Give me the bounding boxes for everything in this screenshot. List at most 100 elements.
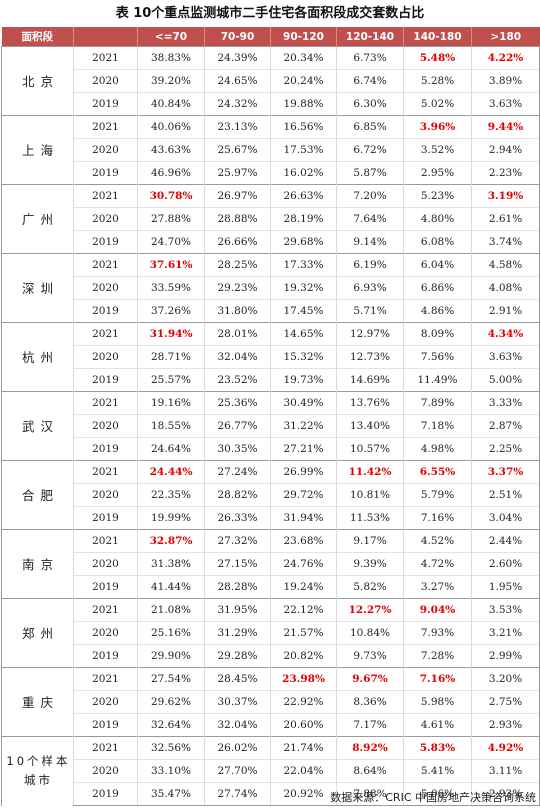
header-gt180: >180 (471, 27, 540, 47)
share-cell: 32.04% (204, 713, 271, 737)
share-cell: 8.92% (336, 736, 404, 760)
share-cell: 8.64% (336, 759, 404, 783)
table-row: 2020 39.20% 24.65% 20.24% 6.74% 5.28% 3.89% (2, 69, 540, 93)
city-name: 上海 (1, 115, 74, 185)
share-cell: 31.94% (137, 322, 205, 346)
city-name: 合肥 (1, 460, 74, 530)
share-cell: 3.96% (403, 115, 472, 139)
share-cell: 24.39% (204, 46, 271, 70)
year-cell: 2019 (73, 299, 138, 323)
share-cell: 14.65% (270, 322, 337, 346)
share-cell: 29.23% (204, 276, 271, 300)
table-row: 10个样本城市 2021 32.56% 26.02% 21.74% 8.92% 5.83% 4… (1, 736, 540, 806)
share-cell: 29.62% (137, 690, 205, 714)
table-row: 2019 32.64% 32.04% 20.60% 7.17% 4.61% 2.93% (2, 713, 540, 737)
share-cell: 20.82% (270, 644, 337, 668)
share-cell: 5.83% (403, 736, 472, 760)
share-cell: 24.64% (137, 437, 205, 461)
share-cell: 5.98% (403, 690, 472, 714)
share-cell: 23.98% (270, 667, 337, 691)
header-year (73, 27, 138, 47)
table-row: 2020 27.88% 28.88% 28.19% 7.64% 4.80% 2.61% (2, 207, 540, 231)
year-cell: 2020 (73, 690, 138, 714)
share-cell: 19.24% (270, 575, 337, 599)
share-cell: 5.87% (336, 161, 404, 185)
year-cell: 2020 (73, 345, 138, 369)
share-cell: 10.81% (336, 483, 404, 507)
share-cell: 3.19% (471, 184, 540, 208)
share-cell: 32.04% (204, 345, 271, 369)
year-cell: 2021 (73, 184, 138, 208)
share-cell: 2.87% (471, 414, 540, 438)
share-cell: 4.80% (403, 207, 472, 231)
share-cell: 27.88% (137, 207, 205, 231)
table-row: 2020 28.71% 32.04% 15.32% 12.73% 7.56% 3.63% (2, 345, 540, 369)
share-cell: 7.17% (336, 713, 404, 737)
share-cell: 2.93% (471, 782, 540, 806)
share-cell: 37.61% (137, 253, 205, 277)
share-cell: 33.10% (137, 759, 205, 783)
table-row: 2019 19.99% 26.33% 31.94% 11.53% 7.16% 3.04% (2, 506, 540, 530)
share-cell: 5.71% (336, 299, 404, 323)
share-cell: 5.06% (403, 782, 472, 806)
share-cell: 9.04% (403, 598, 472, 622)
share-cell: 21.74% (270, 736, 337, 760)
share-cell: 29.28% (204, 644, 271, 668)
header-70-90: 70-90 (204, 27, 271, 47)
share-cell: 24.44% (137, 460, 205, 484)
share-cell: 28.19% (270, 207, 337, 231)
share-cell: 6.86% (403, 276, 472, 300)
city-name: 深圳 (1, 253, 74, 323)
share-cell: 7.20% (336, 184, 404, 208)
share-cell: 7.64% (336, 207, 404, 231)
share-cell: 5.23% (403, 184, 472, 208)
share-cell: 3.74% (471, 230, 540, 254)
share-cell: 26.99% (270, 460, 337, 484)
table-row: 杭州 2021 31.94% 28.01% 14.65% 12.97% 8.09% 4.34% (1, 322, 540, 392)
table-row: 重庆 2021 27.54% 28.45% 23.98% 9.67% 7.16% 3.20% (1, 667, 540, 737)
share-cell: 11.42% (336, 460, 404, 484)
share-cell: 28.82% (204, 483, 271, 507)
share-cell: 1.95% (471, 575, 540, 599)
year-cell: 2020 (73, 552, 138, 576)
city-name: 北京 (1, 46, 74, 116)
year-cell: 2019 (73, 575, 138, 599)
share-cell: 2.61% (471, 207, 540, 231)
share-cell: 31.29% (204, 621, 271, 645)
share-cell: 4.22% (471, 46, 540, 70)
share-cell: 10.84% (336, 621, 404, 645)
share-cell: 37.26% (137, 299, 205, 323)
table-row: 2020 25.16% 31.29% 21.57% 10.84% 7.93% 3.21% (2, 621, 540, 645)
table-row: 2019 35.47% 27.74% 20.92% 7.88% 5.06% 2.93% (2, 782, 540, 806)
table-row: 2019 29.90% 29.28% 20.82% 9.73% 7.28% 2.99% (2, 644, 540, 668)
share-cell: 30.37% (204, 690, 271, 714)
share-cell: 2.25% (471, 437, 540, 461)
share-cell: 2.60% (471, 552, 540, 576)
share-cell: 16.02% (270, 161, 337, 185)
year-cell: 2020 (73, 207, 138, 231)
share-cell: 5.28% (403, 69, 472, 93)
year-cell: 2021 (73, 460, 138, 484)
share-cell: 26.33% (204, 506, 271, 530)
share-cell: 5.48% (403, 46, 472, 70)
share-cell: 35.47% (137, 782, 205, 806)
table-row: 郑州 2021 21.08% 31.95% 22.12% 12.27% 9.04% 3.53% (1, 598, 540, 668)
share-cell: 27.15% (204, 552, 271, 576)
share-cell: 3.52% (403, 138, 472, 162)
city-name: 郑州 (1, 598, 74, 668)
share-cell: 8.09% (403, 322, 472, 346)
share-cell: 31.38% (137, 552, 205, 576)
share-cell: 15.32% (270, 345, 337, 369)
share-cell: 21.57% (270, 621, 337, 645)
share-cell: 32.64% (137, 713, 205, 737)
share-cell: 3.11% (471, 759, 540, 783)
table-row: 2020 18.55% 26.77% 31.22% 13.40% 7.18% 2.87% (2, 414, 540, 438)
share-cell: 26.77% (204, 414, 271, 438)
table-row: 2019 25.57% 23.52% 19.73% 14.69% 11.49% 5.00% (2, 368, 540, 392)
city-name: 广州 (1, 184, 74, 254)
share-cell: 3.53% (471, 598, 540, 622)
share-cell: 4.58% (471, 253, 540, 277)
share-cell: 2.95% (403, 161, 472, 185)
share-cell: 12.97% (336, 322, 404, 346)
share-cell: 9.17% (336, 529, 404, 553)
